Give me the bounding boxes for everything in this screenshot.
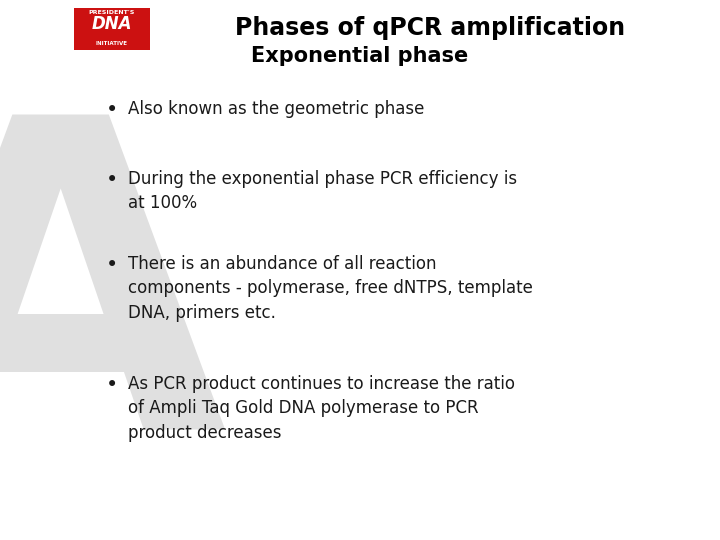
Text: •: • xyxy=(106,375,118,395)
Text: •: • xyxy=(106,170,118,190)
Text: PRESIDENT'S: PRESIDENT'S xyxy=(89,10,135,15)
Text: •: • xyxy=(106,100,118,120)
Text: •: • xyxy=(106,255,118,275)
Text: Also known as the geometric phase: Also known as the geometric phase xyxy=(128,100,424,118)
Text: During the exponential phase PCR efficiency is
at 100%: During the exponential phase PCR efficie… xyxy=(128,170,517,212)
Bar xyxy=(74,8,150,50)
Text: As PCR product continues to increase the ratio
of Ampli Taq Gold DNA polymerase : As PCR product continues to increase the… xyxy=(128,375,515,442)
Text: A: A xyxy=(0,101,227,519)
Text: Phases of qPCR amplification: Phases of qPCR amplification xyxy=(235,16,625,40)
Text: Exponential phase: Exponential phase xyxy=(251,46,469,66)
Text: DNA: DNA xyxy=(91,15,132,33)
Text: INITIATIVE: INITIATIVE xyxy=(96,41,128,46)
Text: There is an abundance of all reaction
components - polymerase, free dNTPS, templ: There is an abundance of all reaction co… xyxy=(128,255,533,322)
